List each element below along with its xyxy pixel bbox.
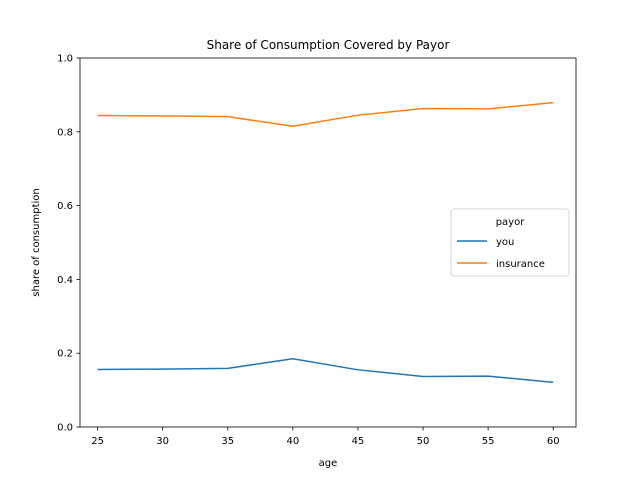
x-tick-label: 55 [482, 436, 495, 447]
y-tick-label: 0.4 [57, 275, 73, 286]
x-tick-label: 40 [286, 436, 299, 447]
chart-title: Share of Consumption Covered by Payor [207, 38, 450, 52]
legend: payor you insurance [450, 208, 570, 277]
y-tick-label: 0.0 [57, 423, 73, 434]
x-axis: 25 30 35 40 45 50 55 60 [91, 427, 560, 447]
series-line-insurance [97, 101, 554, 128]
x-tick-label: 25 [91, 436, 104, 447]
x-tick-label: 30 [156, 436, 169, 447]
y-tick-label: 0.2 [57, 349, 73, 360]
y-tick-label: 0.8 [57, 127, 73, 138]
y-axis-label: share of consumption [31, 188, 42, 296]
y-tick-label: 0.6 [57, 201, 73, 212]
y-tick-label: 1.0 [57, 54, 73, 65]
x-tick-label: 35 [221, 436, 234, 447]
plot-area [79, 57, 577, 428]
x-axis-label: age [319, 458, 338, 469]
series-lines [97, 101, 554, 384]
x-tick-label: 50 [417, 436, 430, 447]
legend-box [450, 208, 570, 277]
legend-label-you: you [496, 237, 514, 248]
x-tick-label: 60 [547, 436, 560, 447]
y-axis: 0.0 0.2 0.4 0.6 0.8 1.0 [57, 54, 80, 434]
series-line-you [97, 357, 554, 384]
legend-title: payor [496, 217, 526, 228]
legend-label-insurance: insurance [496, 259, 545, 270]
x-tick-label: 45 [352, 436, 365, 447]
